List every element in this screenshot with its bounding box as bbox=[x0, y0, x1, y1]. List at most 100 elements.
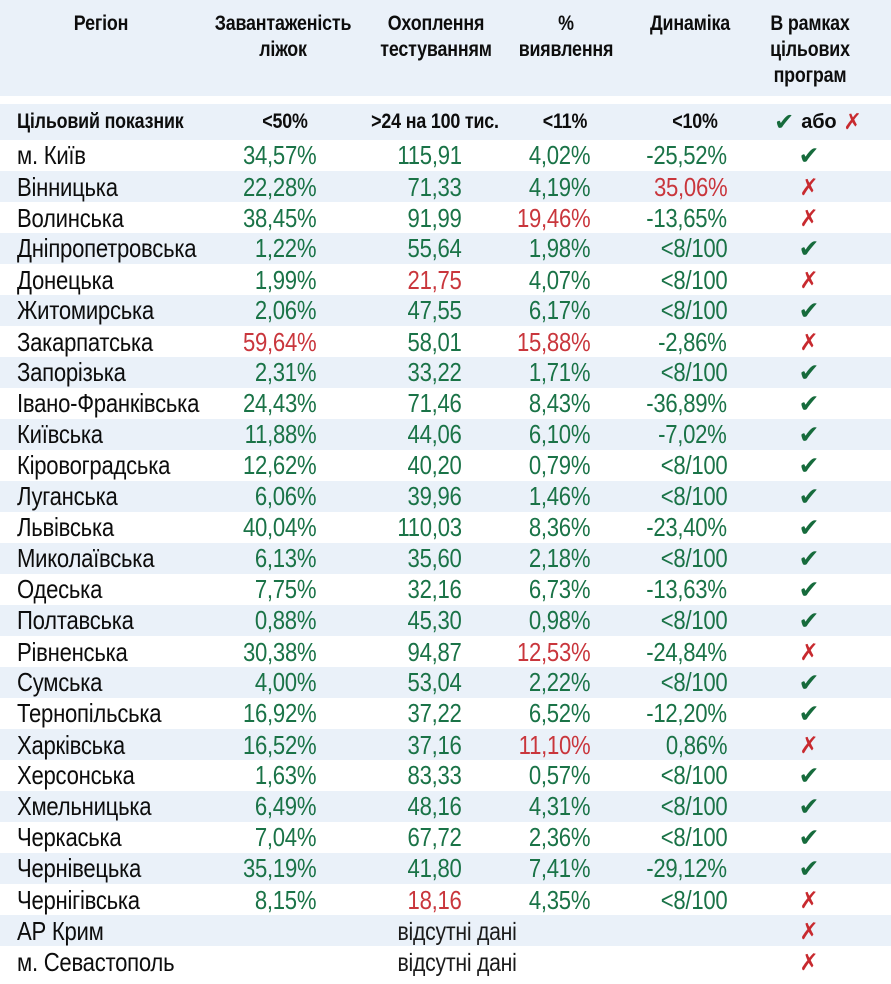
region-name: Кіровоградська bbox=[17, 450, 171, 480]
status-cell: ✗ bbox=[727, 202, 891, 235]
status-cell: ✔ bbox=[727, 450, 891, 481]
check-icon: ✔ bbox=[798, 389, 820, 418]
detection-rate-value: 12,53% bbox=[516, 637, 591, 667]
bed-occupancy-value: 24,43% bbox=[242, 388, 317, 418]
test-coverage-value: 18,16 bbox=[407, 885, 462, 915]
status-cell: ✗ bbox=[727, 946, 891, 979]
cross-icon: ✗ bbox=[799, 175, 819, 201]
region-name: Київська bbox=[17, 419, 103, 449]
test-coverage-value: 94,87 bbox=[407, 637, 462, 667]
bed-occupancy-value: 1,22% bbox=[254, 233, 317, 263]
no-data-note: відсутні дані bbox=[397, 948, 518, 977]
dynamics-value: <8/100 bbox=[660, 481, 727, 511]
bed-occupancy-value: 2,06% bbox=[254, 295, 317, 325]
table-row: Миколаївська 6,13% 35,60 2,18% <8/100 ✔ bbox=[0, 543, 891, 574]
cross-icon: ✗ bbox=[799, 733, 819, 759]
bed-occupancy-value: 2,31% bbox=[254, 357, 317, 387]
dynamics-value: -36,89% bbox=[646, 388, 727, 418]
column-header-bed-occupancy: Завантаженість ліжок bbox=[214, 12, 352, 61]
table-row: Херсонська 1,63% 83,33 0,57% <8/100 ✔ bbox=[0, 760, 891, 791]
dynamics-value: <8/100 bbox=[660, 265, 727, 295]
check-icon: ✔ bbox=[774, 108, 795, 136]
column-header-test-coverage: Охоплення тестуванням bbox=[380, 12, 492, 61]
cross-icon: ✗ bbox=[799, 888, 819, 914]
dynamics-value: -24,84% bbox=[646, 637, 727, 667]
column-header-dynamics: Динаміка bbox=[649, 12, 731, 35]
test-coverage-value: 58,01 bbox=[407, 327, 462, 357]
detection-rate-value: 2,22% bbox=[528, 667, 591, 697]
detection-rate-value: 0,57% bbox=[528, 760, 591, 790]
status-cell: ✔ bbox=[727, 388, 891, 419]
table-row: Донецька 1,99% 21,75 4,07% <8/100 ✗ bbox=[0, 264, 891, 295]
status-cell: ✗ bbox=[727, 729, 891, 762]
test-coverage-value: 110,03 bbox=[397, 512, 463, 542]
bed-occupancy-value: 22,28% bbox=[242, 172, 317, 202]
table-row: Сумська 4,00% 53,04 2,22% <8/100 ✔ bbox=[0, 667, 891, 698]
test-coverage-value: 45,30 bbox=[407, 605, 462, 635]
detection-rate-value: 1,71% bbox=[528, 357, 591, 387]
table-row: Тернопільська 16,92% 37,22 6,52% -12,20% ✔ bbox=[0, 698, 891, 729]
no-data-note: відсутні дані bbox=[397, 917, 518, 946]
column-header-detection-rate: % виявлення bbox=[518, 12, 614, 61]
table-row: Рівненська 30,38% 94,87 12,53% -24,84% ✗ bbox=[0, 636, 891, 667]
table-row: Кіровоградська 12,62% 40,20 0,79% <8/100 ✔ bbox=[0, 450, 891, 481]
detection-rate-value: 6,52% bbox=[528, 698, 591, 728]
bed-occupancy-value: 7,04% bbox=[254, 822, 317, 852]
table-row: Харківська 16,52% 37,16 11,10% 0,86% ✗ bbox=[0, 729, 891, 760]
status-cell: ✔ bbox=[727, 853, 891, 884]
detection-rate-value: 4,31% bbox=[528, 791, 591, 821]
target-test-coverage: >24 на 100 тис. bbox=[371, 110, 499, 133]
detection-rate-value: 2,18% bbox=[528, 543, 591, 573]
check-icon: ✔ bbox=[798, 699, 820, 728]
region-name: Хмельницька bbox=[17, 791, 152, 821]
test-coverage-value: 33,22 bbox=[407, 357, 462, 387]
detection-rate-value: 6,17% bbox=[528, 295, 591, 325]
bed-occupancy-value: 12,62% bbox=[242, 450, 317, 480]
check-icon: ✔ bbox=[798, 668, 820, 697]
table-row: Чернігівська 8,15% 18,16 4,35% <8/100 ✗ bbox=[0, 884, 891, 915]
check-icon: ✔ bbox=[798, 761, 820, 790]
check-icon: ✔ bbox=[798, 451, 820, 480]
dynamics-value: -2,86% bbox=[658, 327, 727, 357]
detection-rate-value: 4,02% bbox=[528, 140, 591, 170]
check-icon: ✔ bbox=[798, 482, 820, 511]
status-cell: ✔ bbox=[727, 698, 891, 729]
region-name: Закарпатська bbox=[17, 327, 153, 357]
region-name: Дніпропетровська bbox=[17, 233, 197, 263]
detection-rate-value: 1,98% bbox=[528, 233, 591, 263]
test-coverage-value: 71,33 bbox=[407, 172, 462, 202]
status-cell: ✔ bbox=[727, 233, 891, 264]
region-name: Рівненська bbox=[17, 637, 128, 667]
bed-occupancy-value: 6,13% bbox=[254, 543, 317, 573]
status-cell: ✔ bbox=[727, 791, 891, 822]
status-cell: ✔ bbox=[727, 574, 891, 605]
table-row: Івано-Франківська 24,43% 71,46 8,43% -36,89%… bbox=[0, 388, 891, 419]
cross-icon: ✗ bbox=[799, 640, 819, 666]
status-cell: ✔ bbox=[727, 822, 891, 853]
dynamics-value: <8/100 bbox=[660, 667, 727, 697]
bed-occupancy-value: 6,49% bbox=[254, 791, 317, 821]
test-coverage-value: 91,99 bbox=[407, 203, 462, 233]
status-cell: ✔ bbox=[727, 140, 891, 171]
region-name: Тернопільська bbox=[17, 698, 162, 728]
bed-occupancy-value: 4,00% bbox=[254, 667, 317, 697]
test-coverage-value: 39,96 bbox=[407, 481, 462, 511]
table-row: м. Київ 34,57% 115,91 4,02% -25,52% ✔ bbox=[0, 140, 891, 171]
dynamics-value: -29,12% bbox=[646, 853, 727, 883]
table-body: м. Київ 34,57% 115,91 4,02% -25,52% ✔ Вінницьк… bbox=[0, 140, 891, 977]
dynamics-value: <8/100 bbox=[660, 295, 727, 325]
table-row: м. Севастополь відсутні дані ✗ bbox=[0, 946, 891, 977]
check-icon: ✔ bbox=[798, 234, 820, 263]
region-name: Одеська bbox=[17, 574, 103, 604]
bed-occupancy-value: 8,15% bbox=[254, 885, 317, 915]
detection-rate-value: 4,35% bbox=[528, 885, 591, 915]
target-detection-rate: <11% bbox=[542, 110, 588, 133]
table-row: Запорізька 2,31% 33,22 1,71% <8/100 ✔ bbox=[0, 357, 891, 388]
status-cell: ✔ bbox=[727, 357, 891, 388]
table-row: Одеська 7,75% 32,16 6,73% -13,63% ✔ bbox=[0, 574, 891, 605]
target-bed-occupancy: <50% bbox=[262, 110, 308, 133]
test-coverage-value: 37,22 bbox=[407, 698, 462, 728]
cross-icon: ✗ bbox=[799, 330, 819, 356]
dynamics-value: -7,02% bbox=[658, 419, 727, 449]
table-header: Регіон Завантаженість ліжок Охоплення те… bbox=[0, 0, 891, 96]
